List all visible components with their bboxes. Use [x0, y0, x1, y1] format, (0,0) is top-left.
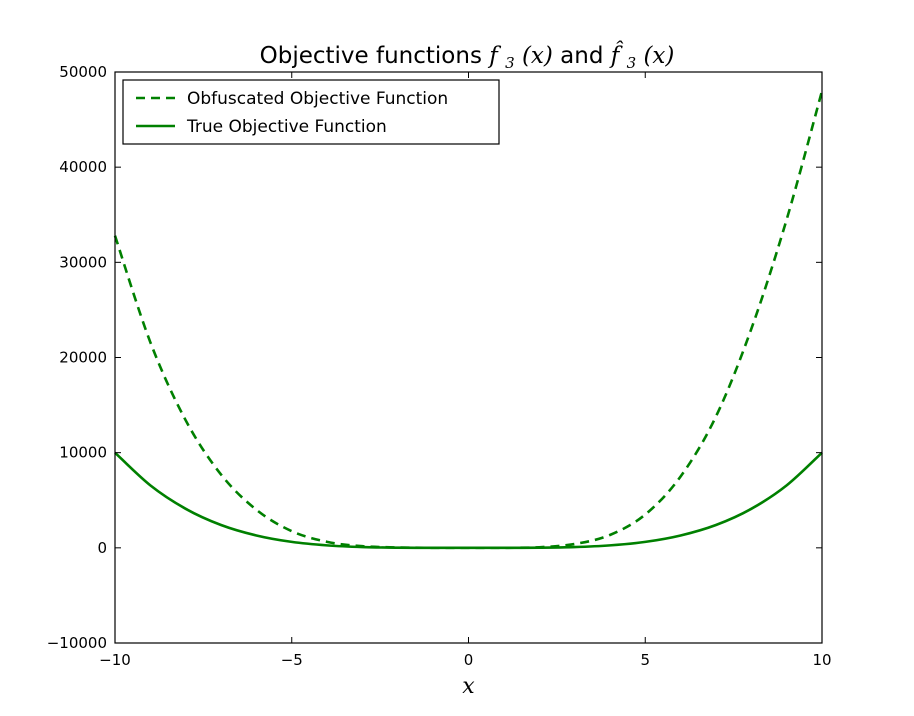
- legend-box: [122, 79, 500, 145]
- x-tick-label: −10: [99, 651, 131, 669]
- y-tick-label: −10000: [47, 634, 107, 652]
- y-tick-label: 10000: [59, 444, 107, 462]
- y-tick-label: 20000: [59, 349, 107, 367]
- legend: Obfuscated Objective Function True Objec…: [122, 79, 500, 145]
- ticks-layer: −10 −5 0 5 10 −10000 0 10000 20000 30000 40000 5000…: [47, 63, 832, 669]
- y-tick-label: 40000: [59, 158, 107, 176]
- chart-title: Objective functions f 3 (x) and f̂ 3 (x): [260, 42, 675, 74]
- x-tick-label: −5: [281, 651, 303, 669]
- x-tick-label: 5: [640, 651, 650, 669]
- plot-frame: [114, 71, 823, 644]
- series-layer: [113, 90, 824, 550]
- y-tick-label: 0: [97, 539, 107, 557]
- series-line-true-objective-function: [114, 451, 823, 550]
- x-axis-label: x: [462, 674, 475, 699]
- legend-label-true: True Objective Function: [186, 117, 387, 137]
- x-tick-label: 0: [464, 651, 474, 669]
- y-tick-label: 30000: [59, 253, 107, 271]
- y-tick-label: 50000: [59, 63, 107, 81]
- x-tick-label: 10: [812, 651, 831, 669]
- series-line-obfuscated-objective-function: [113, 90, 824, 550]
- legend-label-obfuscated: Obfuscated Objective Function: [187, 89, 448, 109]
